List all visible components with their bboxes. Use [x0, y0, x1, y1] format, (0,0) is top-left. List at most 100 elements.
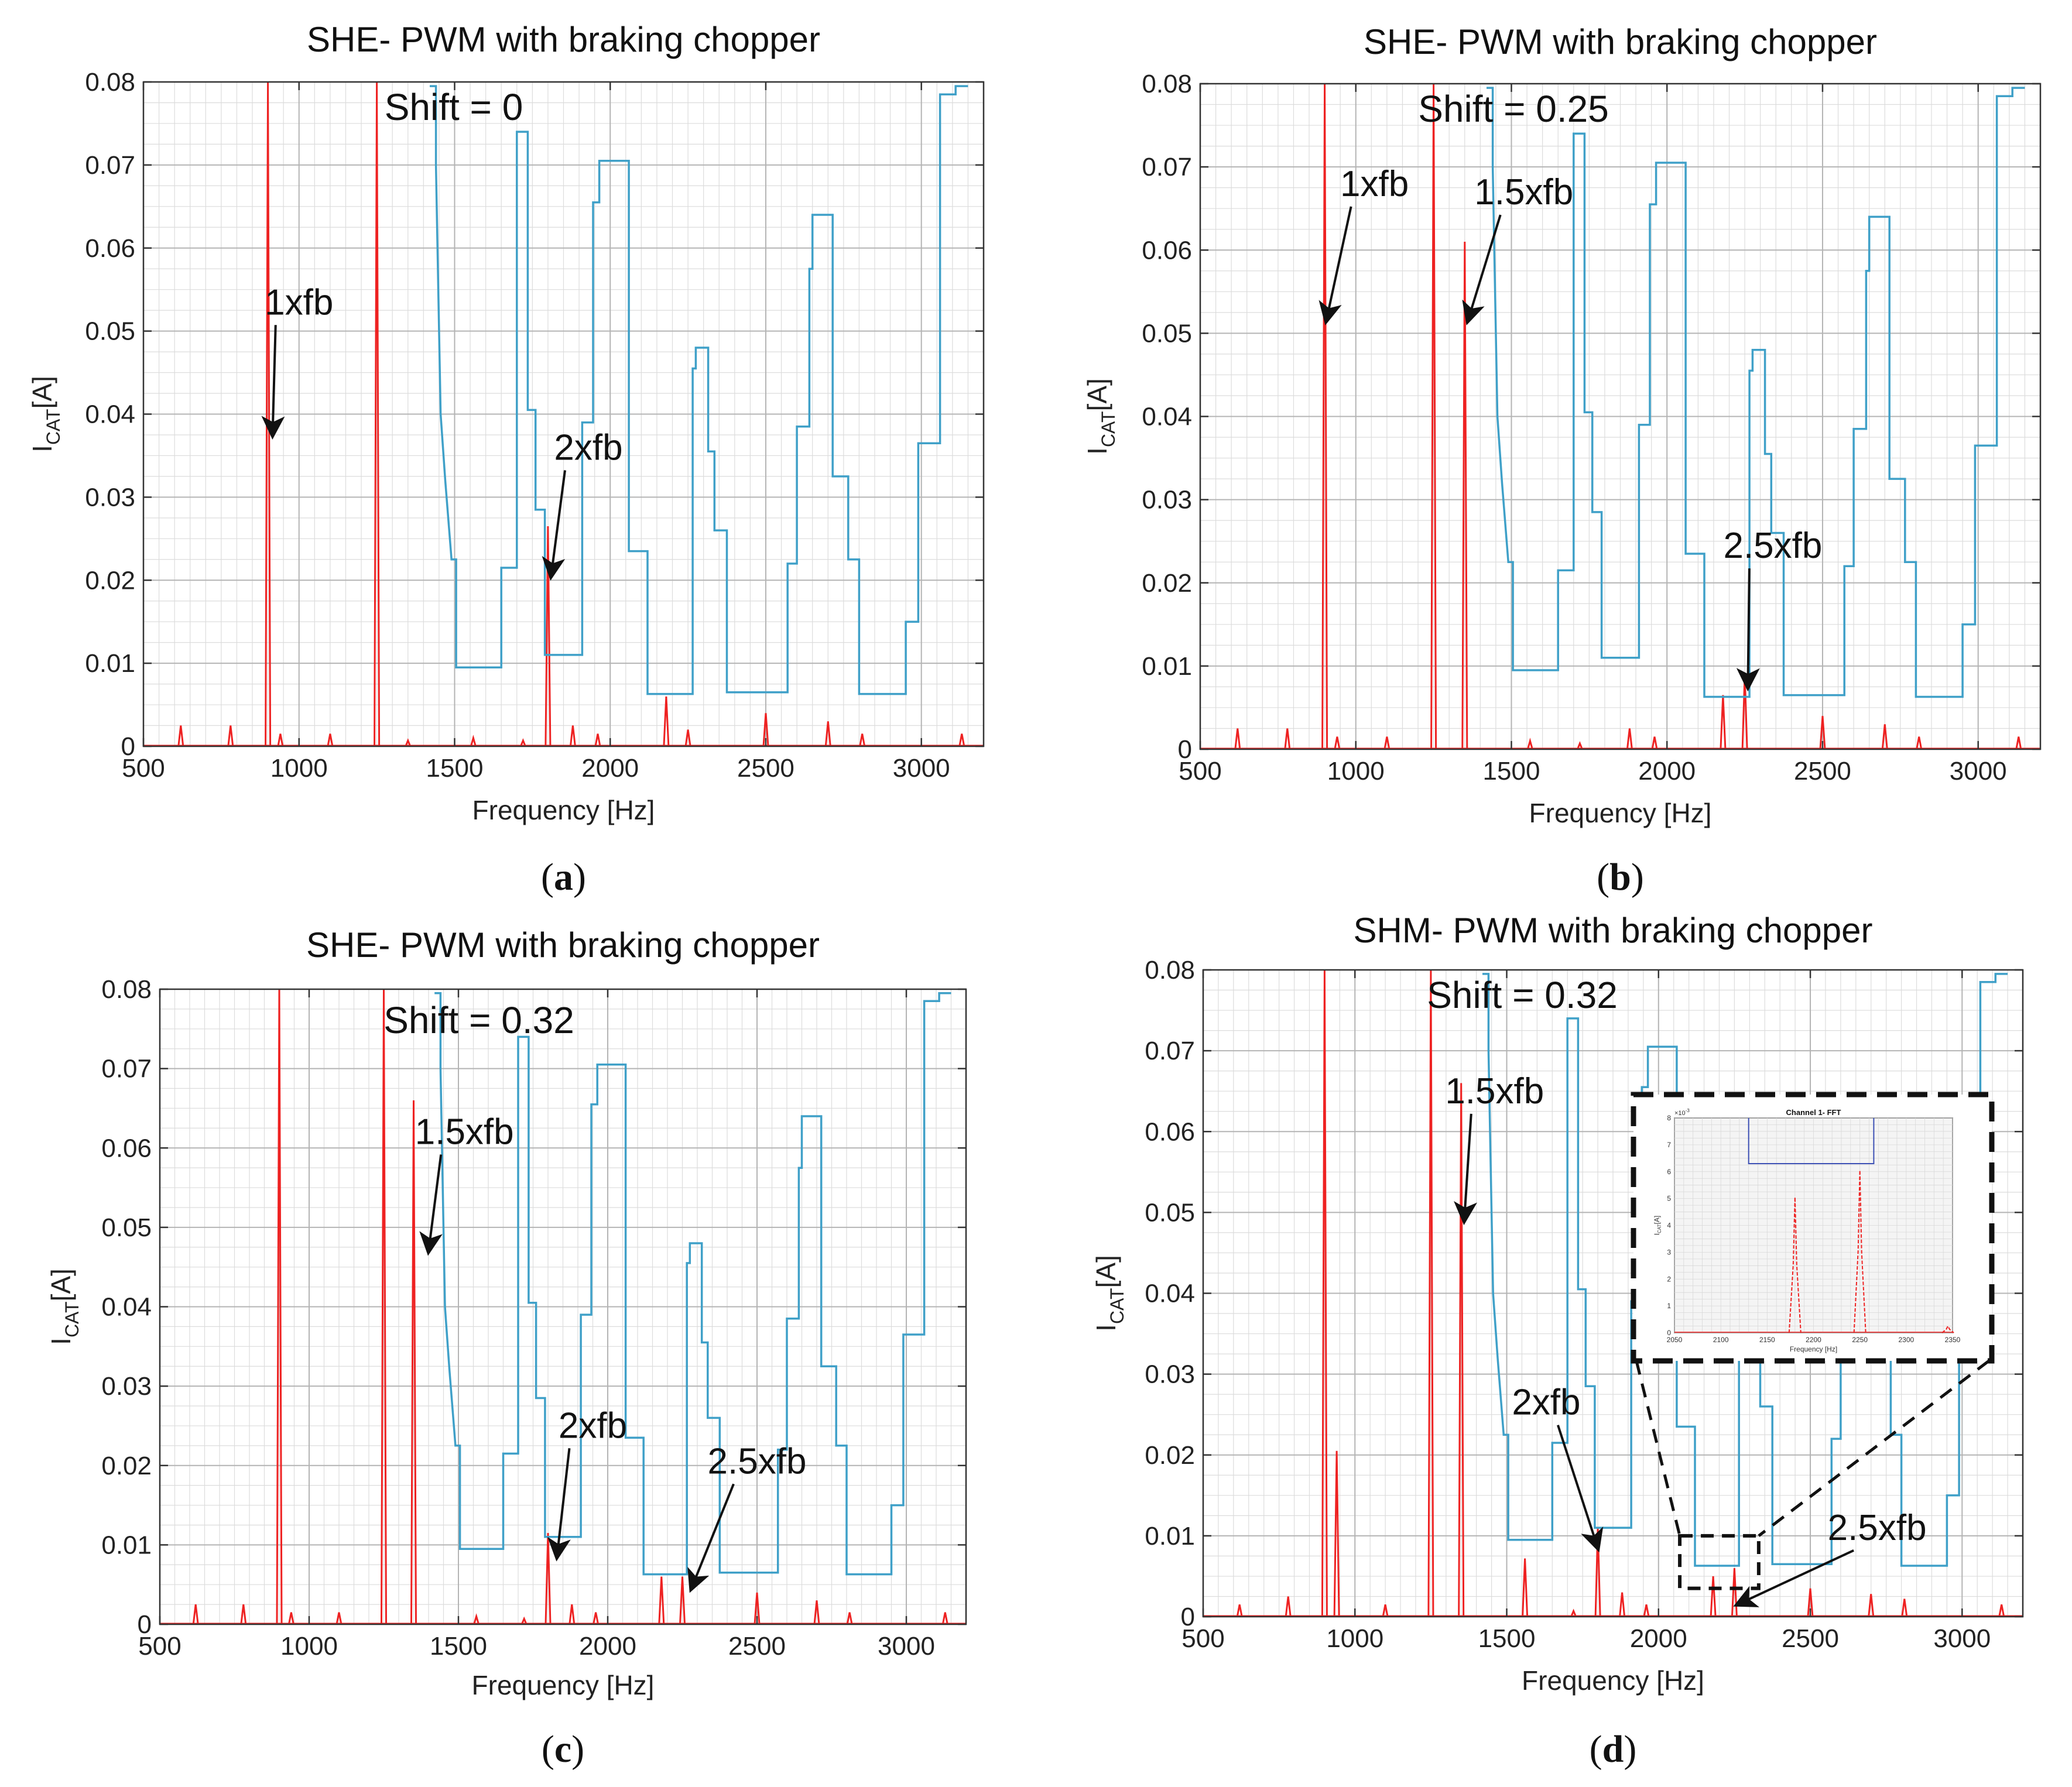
annotation-arrow-d-1 — [1557, 1425, 1604, 1553]
caption-letter-c: c — [554, 1728, 571, 1771]
spectrum-peak-a-2 — [265, 82, 272, 746]
y-tick-label-a: 0.07 — [85, 151, 135, 180]
y-tick-label-c: 0.03 — [101, 1372, 152, 1401]
annotation-arrow-a-0 — [261, 325, 285, 440]
x-tick-label-c: 1000 — [280, 1632, 338, 1661]
annotation-arrow-b-2 — [1736, 568, 1760, 692]
annotation-label-b-0: 1xfb — [1340, 164, 1409, 204]
inset-y-tick-label: 0 — [1667, 1329, 1671, 1337]
spectrum-peak-b-10 — [1651, 736, 1658, 749]
inset-y-tick-label: 1 — [1667, 1302, 1671, 1310]
inset-connector-right — [1758, 1360, 1990, 1537]
caption-a: (a) — [541, 856, 586, 898]
inset-grid — [1674, 1117, 1953, 1333]
y-axis-label-main-d: I — [1091, 1324, 1121, 1332]
series-group-a — [143, 82, 984, 746]
inset-y-tick-label: 5 — [1667, 1195, 1671, 1203]
spectrum-peak-b-7 — [1526, 738, 1533, 749]
inset-x-tick-label: 2250 — [1852, 1336, 1868, 1344]
spectrum-peak-b-2 — [1321, 84, 1328, 749]
x-tick-label-b: 1000 — [1327, 757, 1385, 786]
x-axis-label-b: Frequency [Hz] — [1529, 798, 1712, 828]
y-axis-label-sub-a: CAT — [43, 409, 64, 445]
caption-c: (c) — [542, 1728, 584, 1771]
spectrum-peak-d-10 — [1619, 1592, 1626, 1617]
annotation-label-d-1: 2xfb — [1512, 1383, 1580, 1423]
y-tick-label-b: 0.04 — [1142, 403, 1192, 431]
x-tick-label-d: 1000 — [1326, 1624, 1383, 1653]
annotation-label-b-1: 1.5xfb — [1474, 172, 1573, 212]
spectrum-peak-c-15 — [813, 1600, 820, 1624]
spectrum-peak-d-11 — [1643, 1604, 1650, 1617]
spectrum-peak-b-6 — [1461, 241, 1468, 749]
panel-d: 500 1000 1500 2000 2500 3000 0 0.01 0.02 0.03 0.04… — [1036, 896, 2072, 1787]
annotation-arrow-c-0 — [419, 1154, 443, 1256]
inset-y-tick-label: 6 — [1667, 1168, 1671, 1176]
series-group-b — [1200, 84, 2040, 749]
spectrum-peak-a-8 — [520, 738, 526, 746]
x-tick-label-d: 2500 — [1782, 1624, 1839, 1653]
caption-close-c: ) — [571, 1728, 584, 1771]
y-axis-label-d: ICAT[A] — [1091, 1255, 1128, 1332]
spectrum-peak-b-8 — [1577, 741, 1583, 749]
inset-connector-left — [1635, 1360, 1681, 1536]
x-tick-label-c: 2500 — [728, 1632, 786, 1661]
inset-peak-0 — [1788, 1197, 1802, 1333]
spectrum-peak-c-17 — [941, 1612, 948, 1624]
annotation-arrow-b-0 — [1318, 206, 1352, 325]
caption-close-a: ) — [573, 856, 586, 898]
y-axis-label-a: ICAT[A] — [27, 376, 64, 452]
spectrum-peak-a-11 — [594, 733, 601, 746]
y-axis-label-c: ICAT[A] — [46, 1268, 83, 1345]
x-tick-label-a: 2500 — [737, 754, 794, 783]
limit-curve-b — [1487, 87, 2025, 698]
inset-exponent-label: ×10-3 — [1674, 1108, 1690, 1117]
y-tick-label-d: 0 — [1181, 1603, 1195, 1631]
spectrum-peak-c-7 — [473, 1613, 480, 1624]
y-tick-label-b: 0.05 — [1142, 319, 1192, 348]
x-tick-label-a: 1000 — [270, 754, 328, 783]
limit-curve-c — [434, 992, 951, 1576]
y-tick-label-b: 0.03 — [1142, 486, 1192, 515]
y-tick-label-c: 0 — [138, 1610, 152, 1639]
x-axis-label-a: Frequency [Hz] — [472, 795, 655, 825]
inset-y-axis-label-main: I — [1653, 1233, 1661, 1235]
spectrum-peak-a-13 — [684, 729, 691, 746]
x-tick-label-a: 2000 — [581, 754, 639, 783]
inset-y-axis-label-sub: CAT — [1657, 1224, 1662, 1233]
inset-x-tick-label: 2300 — [1898, 1336, 1914, 1344]
y-tick-label-d: 0.07 — [1145, 1037, 1195, 1065]
spectrum-peak-b-13 — [1819, 716, 1826, 749]
caption-letter-d: d — [1602, 1728, 1624, 1771]
spectrum-peak-b-11 — [1720, 695, 1727, 749]
spectrum-peak-a-7 — [470, 735, 477, 746]
y-tick-label-c: 0.01 — [101, 1531, 152, 1559]
x-tick-label-b: 2500 — [1794, 757, 1851, 786]
spectrum-peak-d-14 — [1807, 1588, 1814, 1617]
inset-exponent-power: -3 — [1686, 1108, 1690, 1113]
spectrum-peak-a-4 — [327, 733, 334, 746]
spectrum-peak-b-5 — [1430, 84, 1437, 749]
panel-a: 500 1000 1500 2000 2500 3000 0 0.01 0.02 0.03 0.04… — [0, 0, 1036, 898]
spectrum-peak-b-3 — [1334, 736, 1341, 749]
y-tick-label-c: 0.05 — [101, 1213, 152, 1242]
spectrum-peak-d-4 — [1382, 1604, 1389, 1617]
spectrum-peak-c-2 — [276, 989, 283, 1624]
y-tick-label-d: 0.03 — [1145, 1360, 1195, 1389]
caption-open-d: ( — [1590, 1728, 1602, 1771]
spectrum-peak-c-12 — [658, 1576, 665, 1624]
annotation-label-d-2: 2.5xfb — [1828, 1508, 1927, 1548]
caption-d: (d) — [1590, 1728, 1637, 1771]
spectrum-peak-d-2 — [1321, 970, 1328, 1617]
panel-c: 500 1000 1500 2000 2500 3000 0 0.01 0.02 0.03 0.04… — [0, 896, 1036, 1787]
y-axis-label-unit-c: [A] — [46, 1268, 76, 1301]
spectrum-peak-d-6 — [1458, 1083, 1465, 1617]
inset-limit-curve — [1748, 1118, 1875, 1164]
spectrum-peak-c-14 — [754, 1592, 761, 1624]
x-axis-label-c: Frequency [Hz] — [472, 1670, 655, 1700]
annotation-label-a-1: 2xfb — [554, 428, 622, 468]
inset-y-axis-label: ICAT[A] — [1653, 1216, 1662, 1235]
y-axis-label-unit-b: [A] — [1082, 378, 1112, 411]
spectrum-peak-b-15 — [1916, 736, 1923, 749]
y-tick-label-c: 0.08 — [101, 975, 152, 1004]
